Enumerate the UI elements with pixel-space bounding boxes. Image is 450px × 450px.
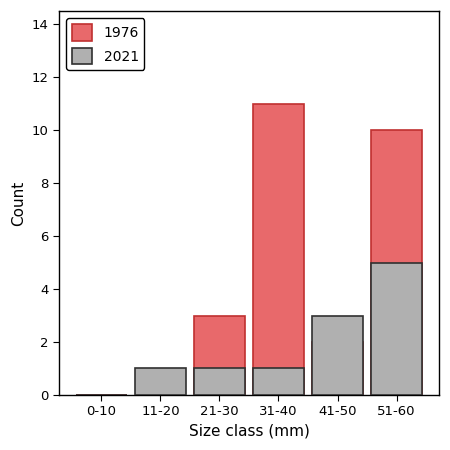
- Y-axis label: Count: Count: [11, 180, 26, 225]
- Bar: [312, 342, 363, 395]
- Bar: [312, 315, 363, 395]
- Bar: [253, 369, 304, 395]
- Legend: 1976, 2021: 1976, 2021: [66, 18, 144, 70]
- Bar: [135, 369, 185, 395]
- Bar: [371, 130, 422, 395]
- Bar: [253, 104, 304, 395]
- Bar: [194, 369, 244, 395]
- Bar: [194, 315, 244, 395]
- X-axis label: Size class (mm): Size class (mm): [189, 424, 310, 439]
- Bar: [371, 262, 422, 395]
